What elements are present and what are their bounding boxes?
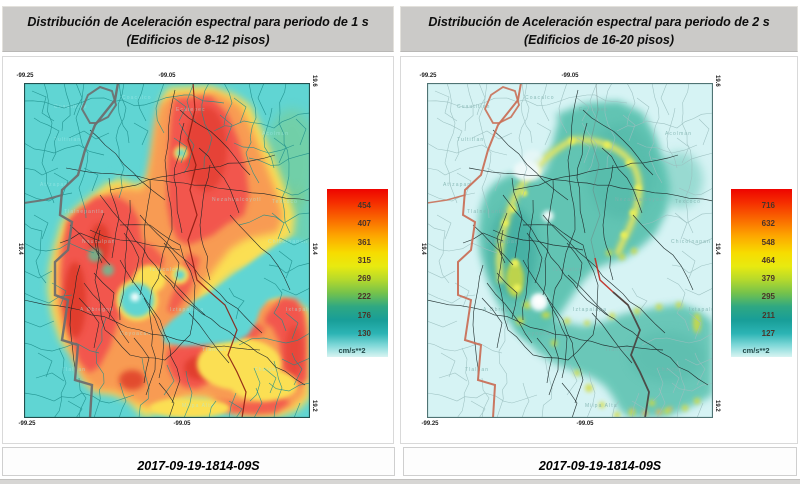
svg-text:Acolman: Acolman (262, 131, 289, 137)
svg-text:Ixtapaluca: Ixtapaluca (286, 307, 310, 313)
svg-text:Nezahualcoyotl: Nezahualcoyotl (615, 197, 665, 203)
svg-text:Acolman: Acolman (665, 131, 692, 137)
svg-text:Atizapan: Atizapan (443, 182, 471, 188)
svg-text:A Obregon: A Obregon (80, 307, 114, 313)
svg-text:Iztapalapa: Iztapalapa (573, 307, 607, 313)
svg-text:Tultitlan: Tultitlan (54, 137, 81, 143)
svg-text:Tlahuac: Tlahuac (605, 347, 631, 353)
svg-text:Tultitlan: Tultitlan (457, 137, 484, 143)
svg-text:Iztacalco: Iztacalco (150, 267, 180, 273)
svg-text:Tlahuac: Tlahuac (202, 347, 228, 353)
svg-text:Coacalco: Coacalco (525, 95, 555, 101)
svg-text:Coyoacan: Coyoacan (523, 331, 554, 337)
svg-text:Tlalpan: Tlalpan (62, 367, 86, 373)
svg-text:Ecatepec: Ecatepec (579, 107, 609, 113)
svg-text:Naucalpan: Naucalpan (82, 239, 116, 245)
svg-text:Chalco: Chalco (254, 367, 276, 373)
svg-text:Tlalnepantla: Tlalnepantla (64, 209, 104, 215)
svg-text:Milpa Alta: Milpa Alta (585, 403, 618, 409)
svg-text:Milpa Alta: Milpa Alta (182, 403, 215, 409)
svg-text:Atizapan: Atizapan (40, 182, 68, 188)
svg-text:Iztacalco: Iztacalco (553, 267, 583, 273)
svg-text:Coyoacan: Coyoacan (120, 331, 151, 337)
svg-text:Nezahualcoyotl: Nezahualcoyotl (212, 197, 262, 203)
svg-text:Chalco: Chalco (657, 367, 679, 373)
svg-text:Ecatepec: Ecatepec (176, 107, 206, 113)
svg-text:Iztapalapa: Iztapalapa (170, 307, 204, 313)
svg-text:Tlalpan: Tlalpan (465, 367, 489, 373)
svg-text:Texcoco: Texcoco (675, 199, 701, 205)
svg-text:Ixtapaluca: Ixtapaluca (689, 307, 713, 313)
svg-text:Coacalco: Coacalco (122, 95, 152, 101)
svg-text:Texcoco: Texcoco (272, 199, 298, 205)
svg-text:A Obregon: A Obregon (483, 307, 517, 313)
svg-text:Tlalnepantla: Tlalnepantla (467, 209, 507, 215)
svg-text:Naucalpan: Naucalpan (485, 239, 519, 245)
